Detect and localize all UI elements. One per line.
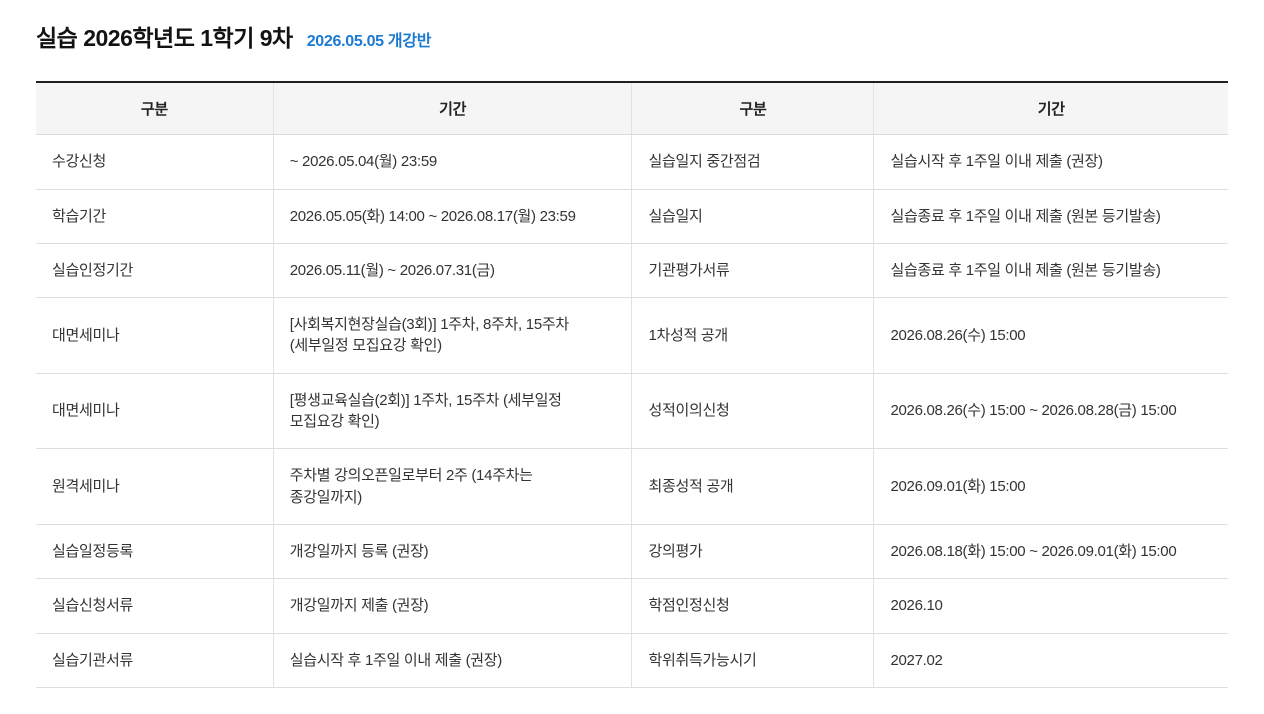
category-cell: 실습기관서류 [36,633,274,688]
table-row: 실습신청서류 개강일까지 제출 (권장) 학점인정신청 2026.10 [36,578,1228,634]
table-row: 실습일정등록 개강일까지 등록 (권장) 강의평가 2026.08.18(화) … [36,524,1228,580]
period-cell: [평생교육실습(2회)] 1주차, 15주차 (세부일정 모집요강 확인) [272,373,632,450]
period-cell: 2026.10 [873,578,1228,634]
column-header-category-right: 구분 [631,82,874,136]
table-row: 대면세미나 [평생교육실습(2회)] 1주차, 15주차 (세부일정 모집요강 … [36,373,1228,450]
page-header: 실습 2026학년도 1학기 9차 2026.05.05 개강반 [36,25,1228,51]
column-header-period-left: 기간 [272,82,632,136]
period-cell: 주차별 강의오픈일로부터 2주 (14주차는 종강일까지) [272,448,632,525]
class-start-label: 2026.05.05 개강반 [306,33,432,50]
table-row: 실습인정기간 2026.05.11(월) ~ 2026.07.31(금) 기관평… [36,243,1228,299]
schedule-table: 구분 기간 구분 기간 수강신청 ~ 2026.05.04(월) 23:59 실… [36,81,1228,688]
category-cell: 최종성적 공개 [631,448,874,525]
category-cell: 실습일지 중간점검 [631,134,874,190]
period-cell: [사회복지현장실습(3회)] 1주차, 8주차, 15주차 (세부일정 모집요강… [272,297,632,374]
period-cell: 2026.09.01(화) 15:00 [873,448,1228,525]
column-header-category-left: 구분 [36,82,274,136]
category-cell: 학점인정신청 [631,578,874,634]
category-cell: 기관평가서류 [631,243,874,299]
category-cell: 대면세미나 [36,373,274,450]
table-row: 대면세미나 [사회복지현장실습(3회)] 1주차, 8주차, 15주차 (세부일… [36,297,1228,374]
period-cell: 실습종료 후 1주일 이내 제출 (원본 등기발송) [873,243,1228,299]
period-cell: 2026.08.18(화) 15:00 ~ 2026.09.01(화) 15:0… [873,524,1228,580]
period-cell: ~ 2026.05.04(월) 23:59 [272,134,632,190]
table-row: 수강신청 ~ 2026.05.04(월) 23:59 실습일지 중간점검 실습시… [36,134,1228,190]
table-row: 원격세미나 주차별 강의오픈일로부터 2주 (14주차는 종강일까지) 최종성적… [36,448,1228,525]
category-cell: 수강신청 [36,134,274,190]
category-cell: 대면세미나 [36,297,274,374]
period-cell: 실습시작 후 1주일 이내 제출 (권장) [873,134,1228,190]
category-cell: 강의평가 [631,524,874,580]
table-row: 실습기관서류 실습시작 후 1주일 이내 제출 (권장) 학위취득가능시기 20… [36,633,1228,688]
category-cell: 실습신청서류 [36,578,274,634]
category-cell: 실습인정기간 [36,243,274,299]
category-cell: 1차성적 공개 [631,297,874,374]
table-row: 학습기간 2026.05.05(화) 14:00 ~ 2026.08.17(월)… [36,189,1228,244]
period-cell: 2026.08.26(수) 15:00 [873,297,1228,374]
category-cell: 원격세미나 [36,448,274,525]
period-cell: 실습종료 후 1주일 이내 제출 (원본 등기발송) [873,189,1228,244]
category-cell: 실습일정등록 [36,524,274,580]
column-header-period-right: 기간 [873,82,1228,136]
period-cell: 개강일까지 등록 (권장) [272,524,632,580]
page-title: 실습 2026학년도 1학기 9차 [36,25,293,51]
category-cell: 성적이의신청 [631,373,874,450]
period-cell: 2027.02 [873,633,1228,688]
period-cell: 2026.05.05(화) 14:00 ~ 2026.08.17(월) 23:5… [272,189,632,244]
category-cell: 학습기간 [36,189,274,244]
category-cell: 실습일지 [631,189,874,244]
period-cell: 실습시작 후 1주일 이내 제출 (권장) [272,633,632,688]
table-header-row: 구분 기간 구분 기간 [36,82,1228,136]
period-cell: 2026.05.11(월) ~ 2026.07.31(금) [272,243,632,299]
category-cell: 학위취득가능시기 [631,633,874,688]
period-cell: 2026.08.26(수) 15:00 ~ 2026.08.28(금) 15:0… [873,373,1228,450]
period-cell: 개강일까지 제출 (권장) [272,578,632,634]
